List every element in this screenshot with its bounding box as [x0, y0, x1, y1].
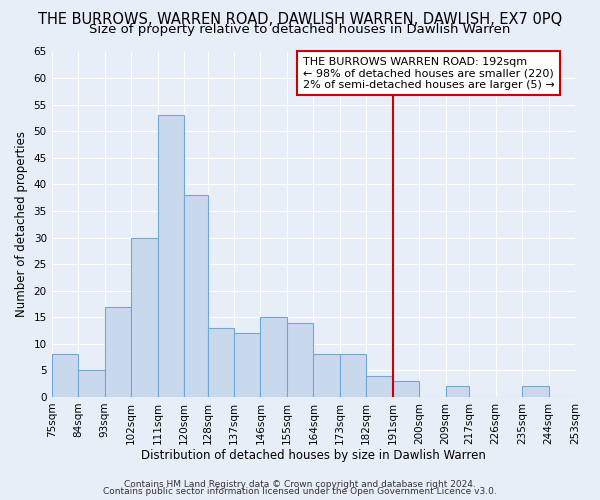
Bar [234, 333, 260, 397]
Bar [366, 376, 393, 397]
X-axis label: Distribution of detached houses by size in Dawlish Warren: Distribution of detached houses by size … [141, 450, 486, 462]
Bar [158, 116, 184, 397]
Bar [287, 322, 313, 397]
Text: Size of property relative to detached houses in Dawlish Warren: Size of property relative to detached ho… [89, 22, 511, 36]
Y-axis label: Number of detached properties: Number of detached properties [15, 131, 28, 317]
Bar [208, 328, 234, 397]
Bar [522, 386, 548, 397]
Bar [52, 354, 78, 397]
Text: THE BURROWS WARREN ROAD: 192sqm
← 98% of detached houses are smaller (220)
2% of: THE BURROWS WARREN ROAD: 192sqm ← 98% of… [303, 56, 554, 90]
Bar [446, 386, 469, 397]
Bar [340, 354, 366, 397]
Bar [393, 381, 419, 397]
Text: Contains HM Land Registry data © Crown copyright and database right 2024.: Contains HM Land Registry data © Crown c… [124, 480, 476, 489]
Text: Contains public sector information licensed under the Open Government Licence v3: Contains public sector information licen… [103, 488, 497, 496]
Bar [131, 238, 158, 397]
Bar [104, 306, 131, 397]
Bar [184, 195, 208, 397]
Bar [313, 354, 340, 397]
Bar [78, 370, 104, 397]
Text: THE BURROWS, WARREN ROAD, DAWLISH WARREN, DAWLISH, EX7 0PQ: THE BURROWS, WARREN ROAD, DAWLISH WARREN… [38, 12, 562, 28]
Bar [260, 317, 287, 397]
